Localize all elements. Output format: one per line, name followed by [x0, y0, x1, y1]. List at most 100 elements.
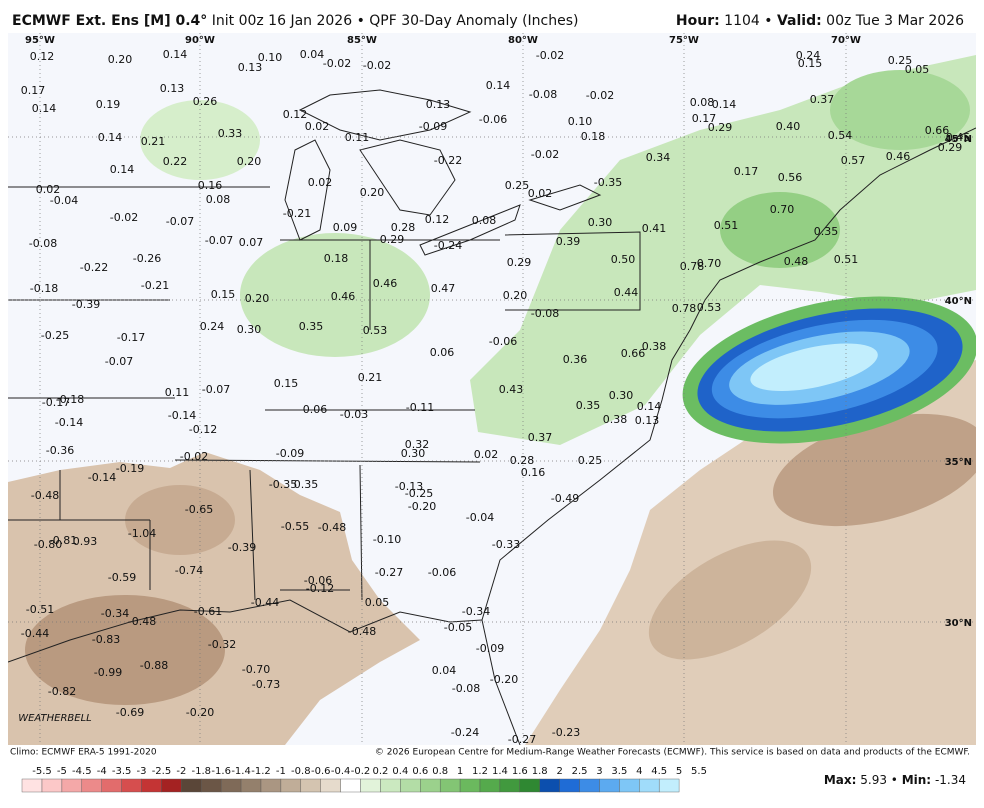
point-value: -0.74	[175, 564, 203, 577]
colorbar-tick: 0.6	[412, 766, 428, 777]
point-value: -0.73	[252, 678, 280, 691]
anomaly-wet	[470, 55, 976, 445]
point-value: 0.25	[505, 179, 530, 192]
point-value: 0.78	[680, 260, 705, 273]
point-value: 0.13	[426, 98, 451, 111]
colorbar-tick: -1	[276, 766, 286, 777]
point-value: 0.13	[238, 61, 263, 74]
colorbar-tick: -2.5	[152, 766, 172, 777]
sep: •	[891, 773, 898, 787]
point-value: 0.37	[810, 93, 835, 106]
lake	[528, 184, 602, 211]
colorbar-swatch	[81, 778, 102, 793]
point-value: 0.93	[73, 535, 98, 548]
point-value: -0.09	[476, 642, 504, 655]
point-value: 0.30	[401, 447, 426, 460]
point-value: 0.51	[714, 219, 739, 232]
point-value: 0.20	[108, 53, 133, 66]
colorbar-swatch	[300, 778, 321, 793]
colorbar-swatch	[340, 778, 361, 793]
point-value: -0.24	[451, 726, 479, 739]
point-value: -0.21	[141, 279, 169, 292]
colorbar-tick: -4	[97, 766, 107, 777]
point-values: 0.12 0.20 0.14 0.10 0.04-0.020.13 -0.020.170.…	[21, 48, 971, 746]
point-value: 0.21	[141, 135, 166, 148]
point-value: -0.59	[108, 571, 136, 584]
point-value: -0.27	[375, 566, 403, 579]
point-value: 0.36	[563, 353, 588, 366]
min-label: Min:	[902, 773, 931, 787]
point-value: -0.20	[408, 500, 436, 513]
point-value: 0.28	[391, 221, 416, 234]
point-value: -0.08	[531, 307, 559, 320]
colorbar-tick: -0.2	[351, 766, 371, 777]
coastline	[8, 599, 483, 663]
point-value: 0.46	[331, 290, 356, 303]
sep: •	[764, 13, 772, 29]
point-value: 0.10	[258, 51, 283, 64]
point-value: -0.61	[194, 605, 222, 618]
point-value: -0.69	[116, 706, 144, 719]
point-value: 0.30	[237, 323, 262, 336]
point-value: -0.22	[434, 154, 462, 167]
colorbar-swatch	[499, 778, 521, 793]
point-value: -0.14	[168, 409, 196, 422]
point-value: 0.56	[778, 171, 803, 184]
point-value: 0.17	[692, 112, 717, 125]
max: 5.93	[860, 773, 887, 787]
point-value: -0.99	[94, 666, 122, 679]
colorbar-swatch	[639, 778, 660, 793]
point-value: -0.08	[452, 682, 480, 695]
lake	[284, 139, 331, 241]
colorbar-tick: -5.5	[32, 766, 52, 777]
lon-label: 85°W	[347, 35, 377, 46]
point-value: -0.05	[444, 621, 472, 634]
min: -1.34	[935, 773, 966, 787]
colorbar-swatch	[559, 778, 580, 793]
point-value: 0.46	[373, 277, 398, 290]
point-value: -0.48	[31, 489, 59, 502]
point-value: 0.11	[165, 386, 190, 399]
lake	[359, 139, 456, 216]
point-value: -0.35	[594, 176, 622, 189]
point-value: -0.18	[56, 393, 84, 406]
point-value: 0.44	[614, 286, 639, 299]
point-value: -0.02	[586, 89, 614, 102]
point-value: -0.07	[205, 234, 233, 247]
point-value: -0.04	[50, 194, 78, 207]
logo: WEATHERBELL	[18, 713, 92, 724]
point-value: -0.06	[479, 113, 507, 126]
point-value: 0.70	[770, 203, 795, 216]
point-value: -0.83	[92, 633, 120, 646]
point-value: 0.25	[888, 54, 913, 67]
colorbar-swatch	[360, 778, 381, 793]
point-value: 0.29	[938, 141, 963, 154]
colorbar-swatch	[101, 778, 122, 793]
point-value: 0.33	[218, 127, 243, 140]
colorbar-tick: -0.6	[311, 766, 331, 777]
point-value: 0.51	[834, 253, 859, 266]
point-value: -0.08	[29, 237, 57, 250]
lake	[419, 204, 521, 256]
point-value: -0.48	[128, 615, 156, 628]
point-value: 0.57	[841, 154, 866, 167]
point-value: 0.05	[905, 63, 930, 76]
point-value: -0.14	[88, 471, 116, 484]
point-value: 0.40	[776, 120, 801, 133]
colorbar-tick: -0.8	[291, 766, 311, 777]
point-value: -0.09	[419, 120, 447, 133]
header-left: ECMWF Ext. Ens [M] 0.4° Init 00z 16 Jan …	[12, 13, 578, 29]
colorbar-swatch	[21, 778, 43, 793]
anomaly-dry-core	[25, 595, 225, 705]
lat-label: 35°N	[945, 457, 972, 468]
point-value: 0.70	[697, 257, 722, 270]
climo: Climo: ECMWF ERA-5 1991-2020	[10, 748, 157, 758]
init: Init 00z 16 Jan 2026	[212, 13, 352, 29]
point-value: 0.08	[206, 193, 231, 206]
point-value: -0.20	[186, 706, 214, 719]
colorbar-swatch	[141, 778, 162, 793]
anomaly-max	[682, 296, 976, 444]
point-value: 0.24	[200, 320, 225, 333]
lat-label: 40°N	[945, 296, 972, 307]
